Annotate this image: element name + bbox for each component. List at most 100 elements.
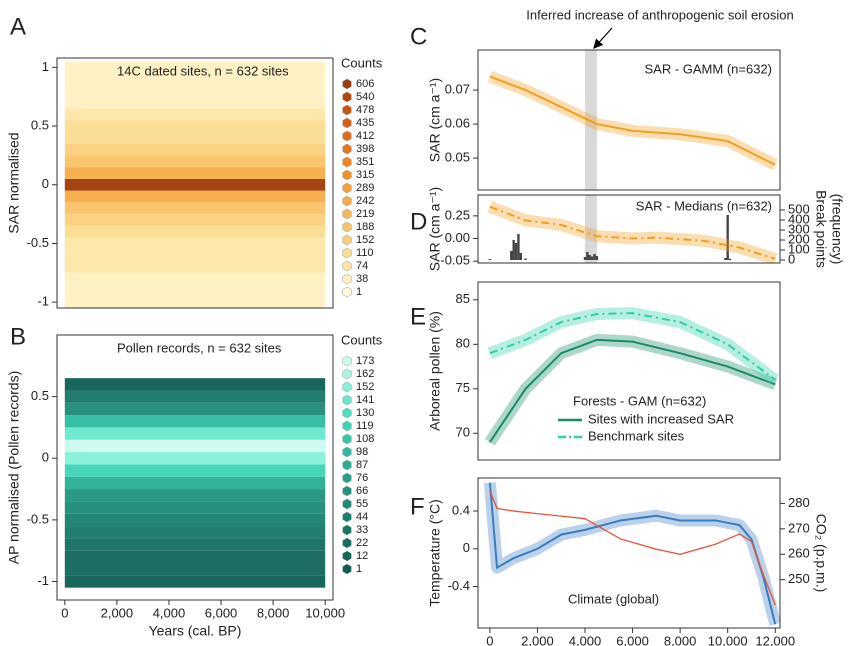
- y2-tick-label: 270: [788, 520, 810, 535]
- density-band: [64, 296, 326, 308]
- plot-area: [483, 482, 780, 626]
- legend-swatch: [342, 208, 352, 220]
- legend-label: 242: [356, 195, 374, 207]
- plot-area: [64, 61, 326, 308]
- plot-frame: [477, 281, 781, 461]
- density-band: [64, 261, 326, 273]
- panel-title: SAR - GAMM (n=632): [644, 61, 772, 76]
- y-tick-label: 0.5: [31, 118, 49, 133]
- bar: [488, 259, 492, 260]
- y2-axis-label: CO₂ (p.p.m.): [813, 514, 829, 593]
- y-tick-label: -1: [37, 573, 49, 588]
- density-band: [64, 464, 326, 477]
- density-band: [64, 108, 326, 121]
- density-band: [64, 476, 326, 490]
- legend-swatch: [342, 78, 352, 90]
- y-tick-label: -0.5: [27, 511, 49, 526]
- legend-label: 478: [356, 104, 374, 116]
- density-band: [64, 538, 326, 551]
- bar: [519, 253, 522, 260]
- plot-frame: [477, 194, 781, 264]
- legend-swatch: [342, 550, 352, 562]
- legend-label: 606: [356, 78, 374, 90]
- density-band: [64, 402, 326, 416]
- series-line: [489, 205, 776, 260]
- density-band: [64, 190, 326, 203]
- legend-swatch: [342, 563, 352, 575]
- legend-label: 141: [356, 394, 374, 406]
- density-band: [64, 131, 326, 144]
- y2-tick-label: 200: [788, 231, 810, 246]
- x-axis-label: Years (cal. BP): [149, 623, 242, 639]
- legend-label: Sites with increased SAR: [588, 411, 734, 426]
- plot-area: [487, 50, 778, 190]
- legend-swatch: [342, 524, 352, 536]
- legend-label: 110: [356, 247, 374, 259]
- panel-letter: A: [10, 13, 26, 40]
- legend-swatch: [342, 498, 352, 510]
- legend-swatch: [342, 91, 352, 103]
- plot-frame: [56, 334, 334, 601]
- y2-axis-label: (frequency): [829, 194, 845, 265]
- legend-swatch: [342, 234, 352, 246]
- density-band: [64, 427, 326, 440]
- highlight-band: [585, 50, 597, 190]
- legend-label: 289: [356, 182, 374, 194]
- y-tick-label: 0: [42, 176, 49, 191]
- legend-label: 74: [356, 260, 368, 272]
- series-line: [489, 75, 776, 166]
- legend-label: 540: [356, 91, 374, 103]
- density-band: [64, 526, 326, 539]
- legend-label: 188: [356, 221, 374, 233]
- bar: [593, 254, 596, 260]
- x-tick-label: 10,000: [708, 633, 748, 646]
- annotation: Inferred increase of anthropogenic soil …: [526, 7, 793, 22]
- panel-title: 14C dated sites, n = 632 sites: [117, 63, 289, 78]
- legend-swatch: [342, 182, 352, 194]
- bar: [512, 240, 515, 260]
- legend-label: 130: [356, 407, 374, 419]
- density-band: [64, 237, 326, 250]
- density-band: [64, 84, 326, 97]
- density-band: [64, 202, 326, 215]
- panel-title: Climate (global): [568, 591, 659, 606]
- legend-label: 22: [356, 537, 368, 549]
- series-line: [489, 338, 776, 443]
- y2-tick-label: 260: [788, 546, 810, 561]
- bar: [595, 256, 599, 260]
- legend-swatch: [342, 156, 352, 168]
- series-line: [488, 482, 777, 625]
- plot-frame: [477, 49, 781, 191]
- legend-label: 38: [356, 273, 368, 285]
- density-band: [64, 155, 326, 168]
- bar: [524, 258, 527, 260]
- legend-label: 55: [356, 498, 368, 510]
- density-band: [64, 513, 326, 527]
- y-tick-label: 0.5: [31, 388, 49, 403]
- plot-area: [484, 307, 779, 446]
- density-band: [64, 501, 326, 514]
- legend-swatch: [342, 511, 352, 523]
- legend-swatch: [342, 446, 352, 458]
- legend-label: 412: [356, 130, 374, 142]
- legend-swatch: [342, 130, 352, 142]
- legend-swatch: [342, 169, 352, 181]
- legend-swatch: [342, 355, 352, 367]
- density-band: [64, 96, 326, 109]
- legend-label: 398: [356, 143, 374, 155]
- legend-label: 87: [356, 459, 368, 471]
- panel-letter: F: [410, 493, 425, 520]
- y-tick-label: 75: [456, 380, 470, 395]
- y-tick-label: 70: [456, 425, 470, 440]
- y2-axis-label: Break points: [813, 190, 829, 268]
- legend-swatch: [342, 472, 352, 484]
- legend-swatch: [342, 143, 352, 155]
- panel-letter: E: [410, 303, 426, 330]
- bar: [583, 257, 587, 260]
- y2-tick-label: 100: [788, 241, 810, 256]
- density-band: [64, 249, 326, 262]
- plot-area: [487, 195, 778, 263]
- density-band: [64, 167, 326, 179]
- density-band: [64, 61, 326, 74]
